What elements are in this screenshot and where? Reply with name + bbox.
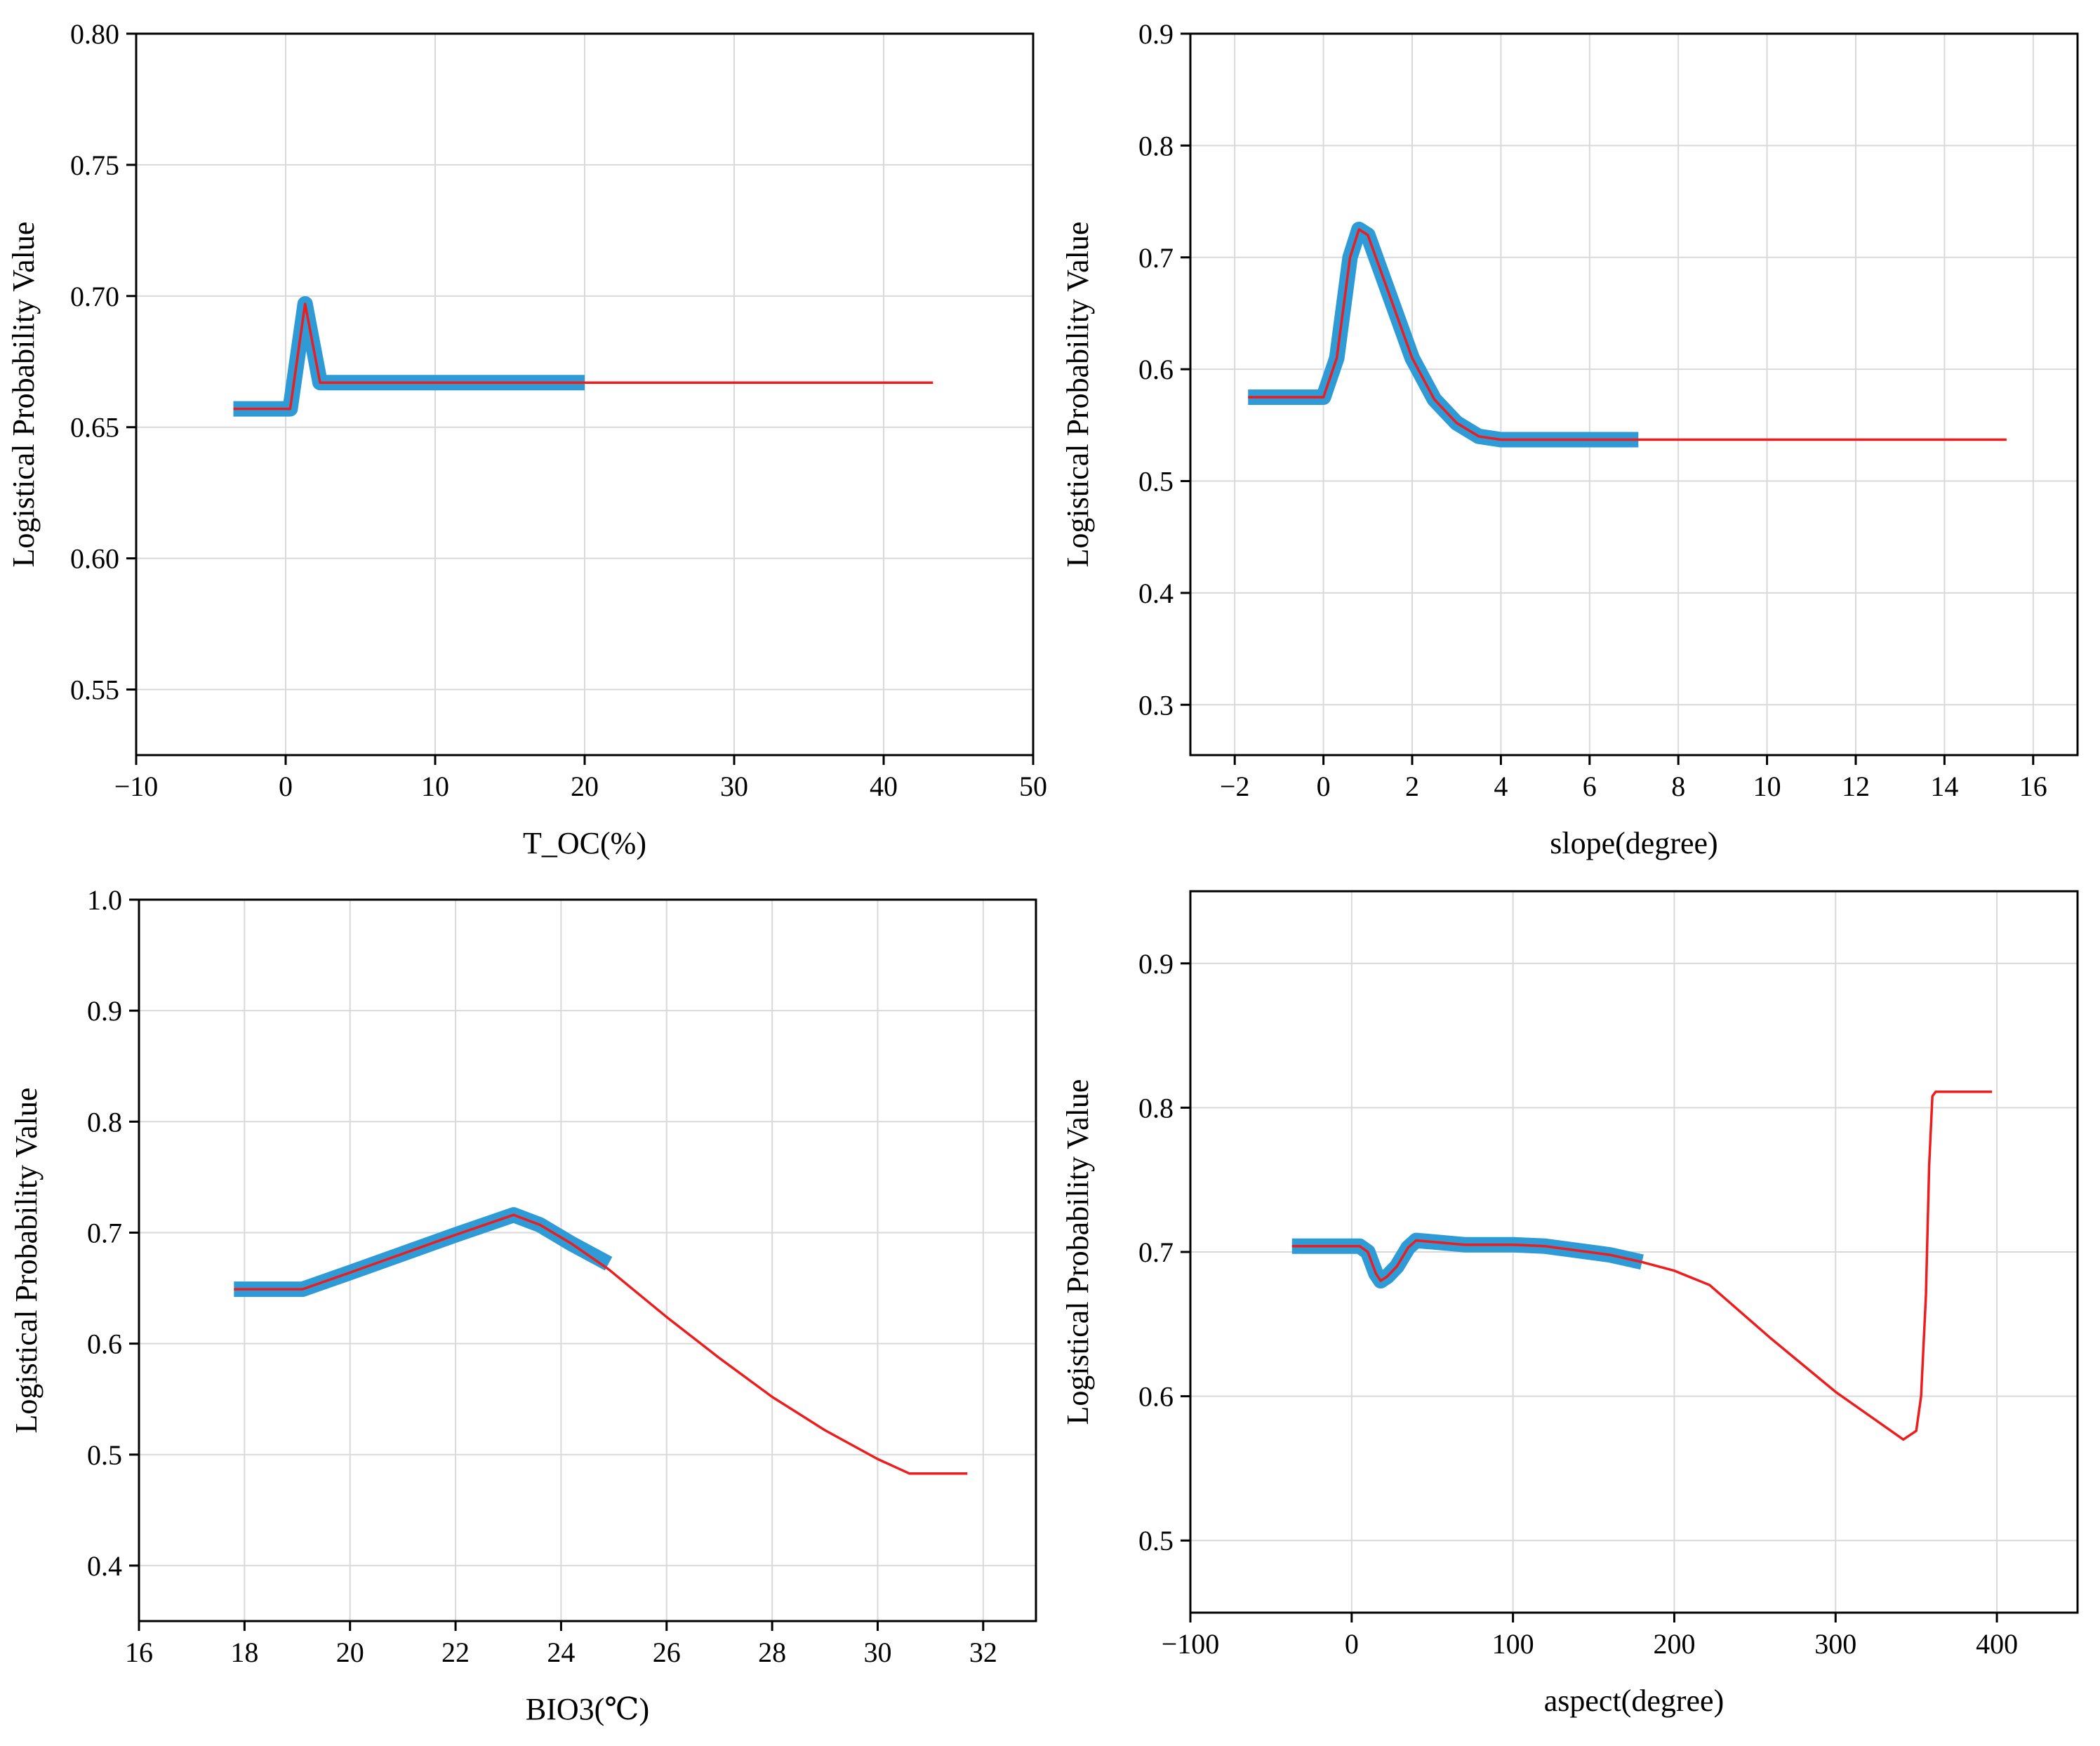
x-tick-label: 40 xyxy=(870,771,898,802)
y-tick-label: 0.9 xyxy=(87,995,122,1027)
y-tick-label: 0.9 xyxy=(1138,948,1174,980)
y-tick-label: 0.60 xyxy=(70,543,119,575)
confidence-band xyxy=(234,1207,613,1298)
mean-response-curve xyxy=(233,302,933,411)
y-tick-label: 0.65 xyxy=(70,412,119,444)
x-tick-label: 12 xyxy=(1842,771,1870,802)
y-tick-label: 0.75 xyxy=(70,149,119,181)
y-tick-label: 0.8 xyxy=(87,1106,122,1138)
x-tick-label: 400 xyxy=(1976,1628,2018,1660)
y-tick-label: 0.4 xyxy=(1138,578,1174,609)
x-tick-label: 200 xyxy=(1653,1628,1695,1660)
x-tick-label: 8 xyxy=(1671,771,1685,802)
x-tick-label: 16 xyxy=(125,1637,153,1668)
x-tick-label: 6 xyxy=(1583,771,1597,802)
panel-bio3: 16 18 20 22 24 26 28 30 32 0.4 0.5 0.6 0.7 0.8 0.9 1.0 B… xyxy=(9,884,1037,1726)
y-tick-label: 0.80 xyxy=(70,18,119,50)
x-tick-label: 20 xyxy=(336,1637,364,1668)
x-tick-label: 32 xyxy=(969,1637,997,1668)
x-tick-label: 10 xyxy=(421,771,449,802)
x-axis-title: BIO3(℃) xyxy=(526,1692,649,1726)
y-tick-label: 0.5 xyxy=(1138,466,1174,498)
mean-response-curve xyxy=(234,1213,968,1475)
panel-aspect: −100 0 100 200 300 400 0.5 0.6 0.7 0.8 0.9 aspect(d… xyxy=(1061,890,2079,1718)
x-tick-label: 100 xyxy=(1492,1628,1534,1660)
x-tick-label: 0 xyxy=(1345,1628,1359,1660)
y-tick-label: 0.8 xyxy=(1138,1092,1174,1124)
x-axis-title: T_OC(%) xyxy=(523,826,646,860)
x-tick-label: 26 xyxy=(653,1637,681,1668)
x-tick-label: 10 xyxy=(1753,771,1781,802)
x-tick-label: 0 xyxy=(279,771,293,802)
x-tick-label: 30 xyxy=(863,1637,891,1668)
x-tick-label: 28 xyxy=(758,1637,786,1668)
mean-response-curve xyxy=(1291,1091,1993,1441)
plot-frame xyxy=(1189,32,2079,757)
x-tick-label: 300 xyxy=(1814,1628,1856,1660)
y-tick-label: 0.6 xyxy=(87,1328,122,1360)
y-axis-title: Logistical Probability Value xyxy=(9,1088,44,1434)
x-tick-label: 0 xyxy=(1317,771,1331,802)
y-tick-label: 0.6 xyxy=(1138,1381,1174,1413)
y-axis-title: Logistical Probability Value xyxy=(1061,222,1095,568)
plot-frame xyxy=(138,898,1037,1622)
x-tick-label: 4 xyxy=(1494,771,1508,802)
y-tick-label: 0.5 xyxy=(1138,1525,1174,1557)
y-tick-label: 0.8 xyxy=(1138,130,1174,161)
x-tick-label: 16 xyxy=(2019,771,2047,802)
x-tick-label: 20 xyxy=(571,771,599,802)
x-tick-label: 18 xyxy=(230,1637,258,1668)
y-tick-label: 0.7 xyxy=(87,1217,122,1248)
y-tick-label: 0.9 xyxy=(1138,18,1174,50)
x-tick-label: 50 xyxy=(1019,771,1047,802)
y-tick-label: 1.0 xyxy=(87,884,122,916)
x-tick-label: 14 xyxy=(1930,771,1958,802)
x-tick-label: 24 xyxy=(547,1637,575,1668)
y-tick-label: 0.5 xyxy=(87,1439,122,1471)
x-tick-label: 22 xyxy=(441,1637,470,1668)
x-tick-label: −10 xyxy=(114,771,159,802)
y-tick-label: 0.7 xyxy=(1138,1237,1174,1268)
panel-slope: −2 0 2 4 6 8 10 12 14 16 0.3 0.4 0.5 0.6 0.7 0.8 0.9 slop… xyxy=(1061,18,2079,860)
panel-toc: −10 0 10 20 30 40 50 0.55 0.60 0.65 0.70 0.75 0.80 T_… xyxy=(6,18,1047,860)
y-tick-label: 0.7 xyxy=(1138,242,1174,274)
y-axis-title: Logistical Probability Value xyxy=(1061,1079,1095,1425)
x-tick-label: 2 xyxy=(1405,771,1419,802)
x-tick-label: −100 xyxy=(1162,1628,1220,1660)
mean-response-curve xyxy=(1248,228,2007,441)
y-tick-label: 0.4 xyxy=(87,1550,122,1582)
x-tick-label: −2 xyxy=(1220,771,1250,802)
x-tick-label: 30 xyxy=(720,771,748,802)
x-axis-title: slope(degree) xyxy=(1550,826,1717,860)
y-axis-title: Logistical Probability Value xyxy=(6,222,41,568)
y-tick-label: 0.55 xyxy=(70,674,119,706)
y-tick-label: 0.70 xyxy=(70,281,119,312)
x-axis-title: aspect(degree) xyxy=(1544,1684,1724,1718)
y-tick-label: 0.6 xyxy=(1138,354,1174,385)
y-tick-label: 0.3 xyxy=(1138,689,1174,721)
